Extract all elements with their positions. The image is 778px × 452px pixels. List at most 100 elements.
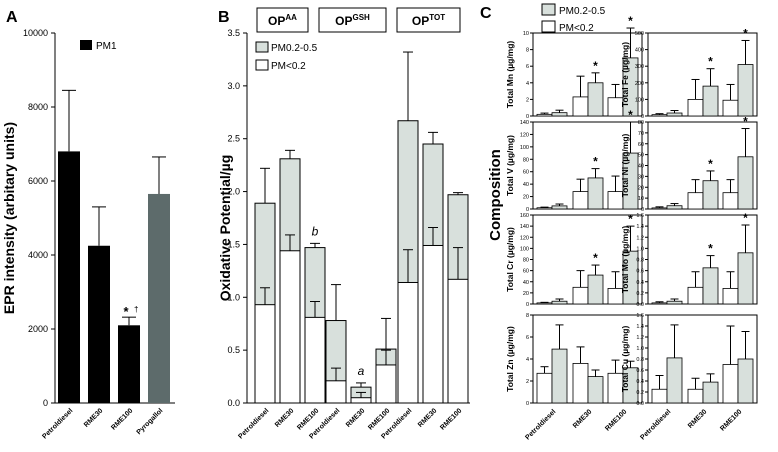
c-subplot-y-label: Total Mo (µg/mg) [620,226,630,294]
c-y-tick-label: 0.2 [636,291,644,297]
c-bar-coarse [666,357,683,404]
c-legend-swatch-fine [541,20,556,33]
a-x-tick-label: RME30 [83,407,105,429]
c-bar-coarse [551,348,568,404]
b-y-tick-label: 0.0 [227,398,240,408]
a-y-tick-label: 4000 [28,250,48,260]
a-bar [148,193,170,403]
c-y-tick-label: 1.4 [636,324,644,330]
c-y-tick-label: 80 [523,157,529,163]
c-y-tick-label: 60 [638,142,644,148]
b-group-title-box [318,7,387,33]
b-bar-fine [397,281,419,404]
c-y-tick-label: 8 [526,48,529,54]
a-y-tick-label: 0 [43,398,48,408]
a-y-axis-label: EPR intensity (arbitary units) [1,122,17,314]
c-y-tick-label: 10 [638,196,644,202]
a-bar [118,325,140,403]
c-bar-fine [722,364,739,404]
c-y-tick-label: 140 [520,224,529,230]
b-y-tick-label: 3.0 [227,81,240,91]
c-significance-star: * [593,59,598,73]
a-x-tick-label: RME100 [110,407,134,431]
c-y-tick-label: 1.0 [636,346,644,352]
c-significance-star: * [628,212,633,226]
a-y-tick-label: 8000 [28,102,48,112]
a-significance-dagger: † [134,305,138,314]
c-y-tick-label: 300 [635,64,644,70]
c-y-tick-label: 0.8 [636,357,644,363]
c-bar-fine [572,362,589,404]
c-y-tick-label: 100 [635,97,644,103]
c-bar-coarse [702,381,719,404]
c-bar-coarse [702,85,719,117]
a-bar [88,245,110,403]
c-legend-label-fine: PM<0.2 [559,23,594,34]
a-significance-star: * [123,304,129,319]
b-y-axis-label: Oxidative Potential/µg [217,155,233,302]
c-significance-star: * [708,55,713,69]
c-bar-fine [651,114,668,117]
c-y-tick-label: 50 [638,153,644,159]
c-y-tick-label: 0.6 [636,368,644,374]
c-y-tick-label: 6 [526,335,529,341]
c-significance-star: * [708,157,713,171]
c-bar-fine [687,99,704,117]
b-x-tick-label: RME100 [439,407,463,431]
b-legend-swatch-fine [255,59,269,71]
c-significance-star: * [743,211,748,225]
c-y-tick-label: 6 [526,64,529,70]
c-subplot-y-label: Total Cr (µg/mg) [505,227,515,292]
c-significance-star: * [743,26,748,40]
c-subplot-y-label: Total Zn (µg/mg) [505,326,515,392]
a-x-tick-label: Petroldiesel [41,407,74,440]
b-y-tick-label: 2.5 [227,134,240,144]
c-subplot-y-label: Total Ni (µg/mg) [620,133,630,197]
c-y-tick-label: 2 [526,97,529,103]
c-y-tick-label: 120 [520,235,529,241]
b-group-title: OPGSH [335,13,370,28]
c-y-tick-label: 20 [523,291,529,297]
panel-label-c: C [480,5,492,22]
c-y-tick-label: 160 [520,213,529,219]
b-y-tick-label: 0.5 [227,345,240,355]
c-bar-fine [687,286,704,305]
c-y-axis-label: Composition [487,149,504,241]
c-y-tick-label: 0 [641,207,644,213]
c-bar-coarse [666,300,683,305]
c-bar-fine [651,302,668,305]
c-y-tick-label: 0.0 [636,302,644,308]
b-legend-swatch-coarse [255,41,269,53]
b-bar-fine [422,244,444,404]
c-y-tick-label: 4 [526,357,529,363]
b-y-tick-label: 3.5 [227,28,240,38]
c-x-tick-label: Petroldiesel [524,408,557,441]
c-subplot-y-label: Total Fe (µg/mg) [620,42,630,107]
c-bar-fine [687,388,704,404]
b-bar-fine [350,397,372,404]
c-bar-fine [572,191,589,210]
c-bar-fine [651,207,668,210]
b-bar-fine [254,304,276,404]
c-y-tick-label: 20 [638,185,644,191]
c-y-tick-label: 0 [526,302,529,308]
b-bar-fine [325,380,347,404]
c-bar-fine [687,192,704,210]
c-bar-coarse [551,112,568,117]
c-legend-label-coarse: PM0.2-0.5 [559,6,606,17]
c-bar-coarse [666,112,683,117]
c-bar-coarse [737,64,754,117]
c-y-tick-label: 1.4 [636,224,644,230]
c-bar-coarse [666,205,683,210]
c-y-tick-label: 1.2 [636,335,644,341]
c-significance-star: * [628,108,633,122]
c-bar-fine [536,207,553,210]
b-y-tick-label: 2.0 [227,187,240,197]
c-bar-coarse [551,205,568,210]
b-group-title: OPTOT [412,13,445,28]
c-y-tick-label: 400 [635,48,644,54]
c-y-tick-label: 1.2 [636,235,644,241]
c-y-tick-label: 1.0 [636,246,644,252]
b-group-title-box [256,7,309,33]
